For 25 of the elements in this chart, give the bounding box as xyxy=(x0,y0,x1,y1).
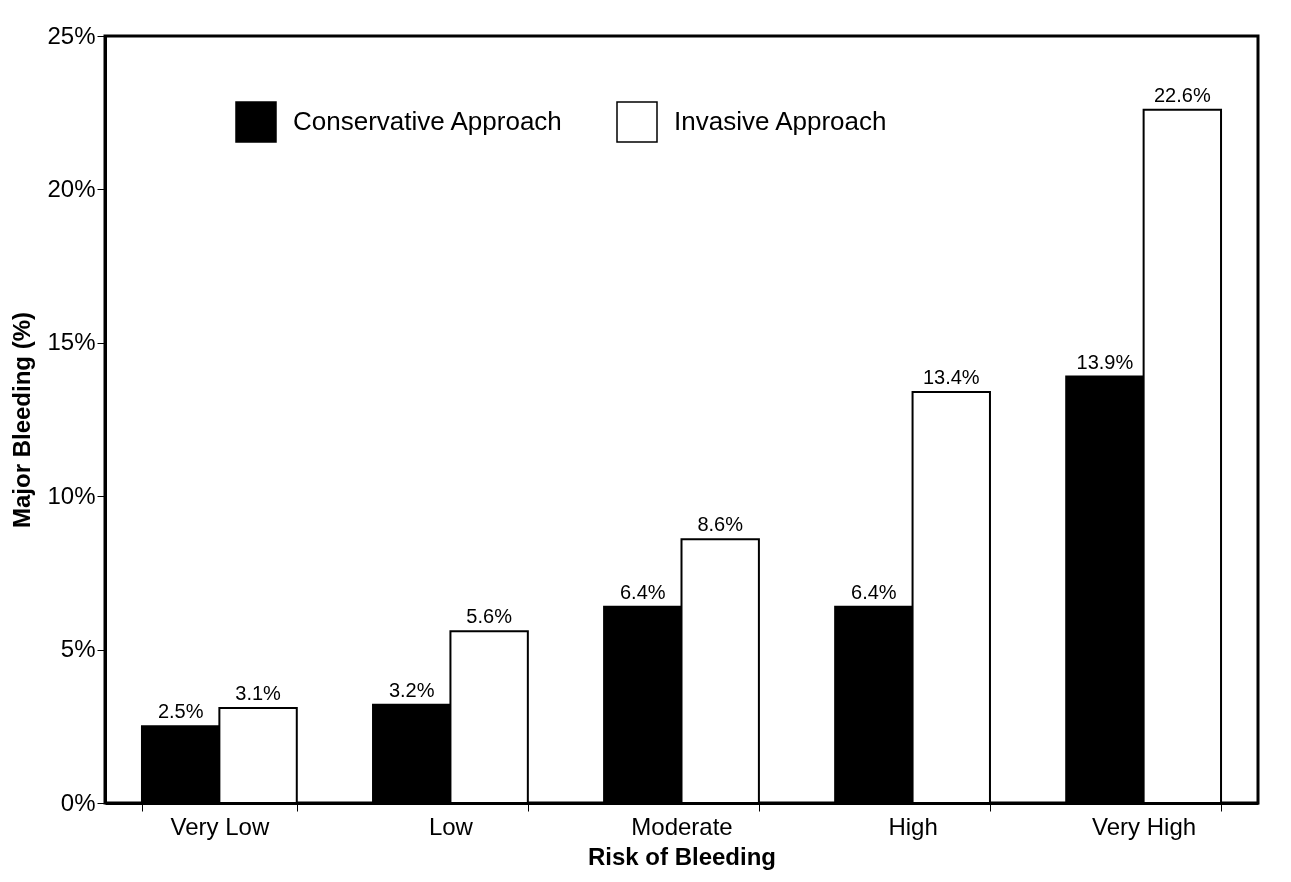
data-label: 13.9% xyxy=(1076,350,1134,373)
data-label: 3.1% xyxy=(235,681,282,704)
data-label: 2.5% xyxy=(157,700,204,723)
x-tick-label: Very Low xyxy=(170,812,270,840)
y-tick-label: 0% xyxy=(60,788,96,816)
legend-label: Invasive Approach xyxy=(674,106,887,136)
data-label: 22.6% xyxy=(1153,83,1211,106)
y-tick-label: 15% xyxy=(47,328,96,356)
data-label: 8.6% xyxy=(697,513,744,536)
data-label: 5.6% xyxy=(466,605,513,628)
data-label: 6.4% xyxy=(620,580,666,603)
y-axis-title: Major Bleeding (%) xyxy=(8,311,36,529)
data-label: 6.4% xyxy=(851,580,897,603)
x-axis-title: Risk of Bleeding xyxy=(587,842,777,870)
x-tick-label: Low xyxy=(428,812,474,840)
x-tick-label: High xyxy=(888,812,938,840)
y-tick-label: 10% xyxy=(47,481,96,509)
y-tick-label: 20% xyxy=(47,174,96,202)
data-label: 3.2% xyxy=(388,678,435,701)
legend-label: Conservative Approach xyxy=(293,106,562,136)
y-tick-label: 25% xyxy=(47,21,96,49)
y-tick-label: 5% xyxy=(60,635,96,663)
x-tick-label: Very High xyxy=(1092,812,1197,840)
data-label: 13.4% xyxy=(922,365,980,388)
x-tick-label: Moderate xyxy=(631,812,733,840)
